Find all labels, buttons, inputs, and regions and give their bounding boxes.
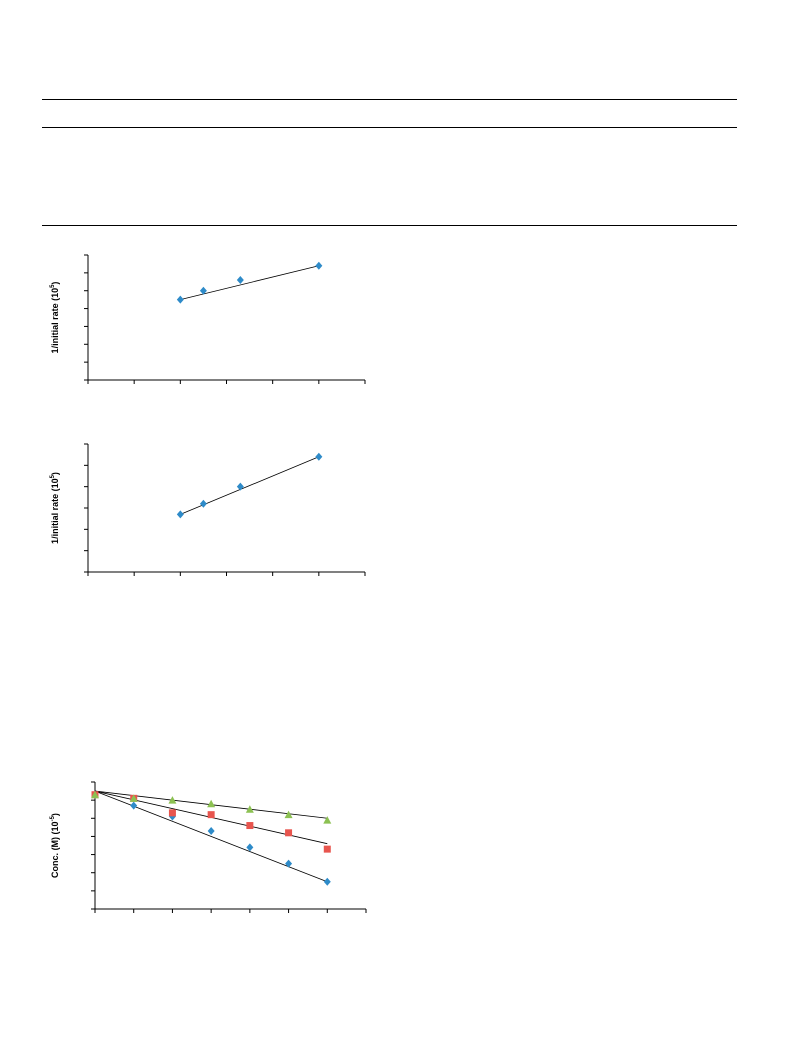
data-point: [207, 799, 216, 808]
data-point: [323, 845, 331, 853]
trend-line: [180, 456, 319, 515]
data-point: [315, 261, 323, 270]
data-point: [285, 859, 293, 868]
y-axis-label-part: ): [50, 282, 60, 285]
y-axis-label-part: 1/initial rate (10: [50, 288, 60, 354]
chart: Conc. (M) (10-5): [50, 781, 367, 913]
data-point: [199, 499, 207, 508]
y-axis-label: 1/initial rate (105): [50, 472, 60, 544]
y-axis-label-part: 1/initial rate (10: [50, 478, 60, 544]
data-point: [245, 805, 254, 813]
y-axis-label-part: -5: [50, 815, 56, 821]
data-point: [323, 816, 332, 824]
y-axis-label-part: ): [50, 813, 60, 816]
data-point: [168, 796, 177, 804]
data-point: [236, 276, 244, 284]
data-point: [176, 510, 184, 519]
data-point: [323, 877, 331, 886]
y-axis-label: Conc. (M) (10-5): [50, 813, 60, 878]
data-point: [284, 810, 293, 819]
trend-line: [180, 265, 319, 301]
y-axis-label-part: ): [50, 472, 60, 475]
y-axis-label-part: 5: [50, 474, 56, 478]
chart: 1/initial rate (105): [50, 443, 366, 576]
data-point: [199, 286, 207, 295]
data-point: [207, 811, 215, 819]
data-point: [176, 295, 184, 304]
data-point: [168, 809, 176, 817]
y-axis-label: 1/initial rate (105): [50, 282, 60, 354]
data-point: [129, 794, 138, 802]
chart: 1/initial rate (105): [50, 254, 366, 384]
y-axis-label-part: Conc. (M) (10: [50, 821, 60, 878]
data-point: [315, 452, 323, 461]
y-axis-label-part: 5: [50, 284, 56, 288]
data-point: [246, 822, 254, 830]
data-point: [246, 843, 254, 852]
data-point: [236, 482, 244, 491]
data-point: [91, 790, 99, 799]
data-point: [207, 826, 215, 835]
data-point: [285, 829, 293, 837]
data-point: [130, 801, 138, 810]
